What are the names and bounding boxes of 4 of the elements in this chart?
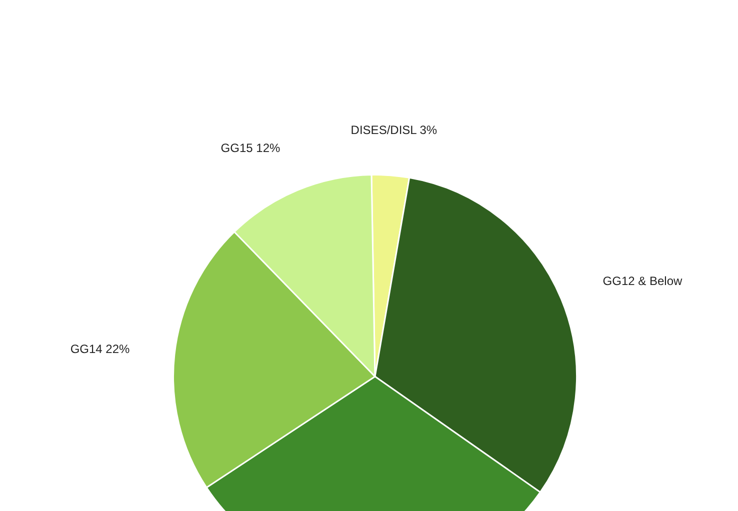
slice-label: GG14 22%: [70, 342, 130, 356]
slice-label: GG12 & Below: [602, 274, 683, 288]
slice-label: DISES/DISL 3%: [350, 122, 438, 137]
slice-label: GG15 12%: [220, 141, 280, 156]
